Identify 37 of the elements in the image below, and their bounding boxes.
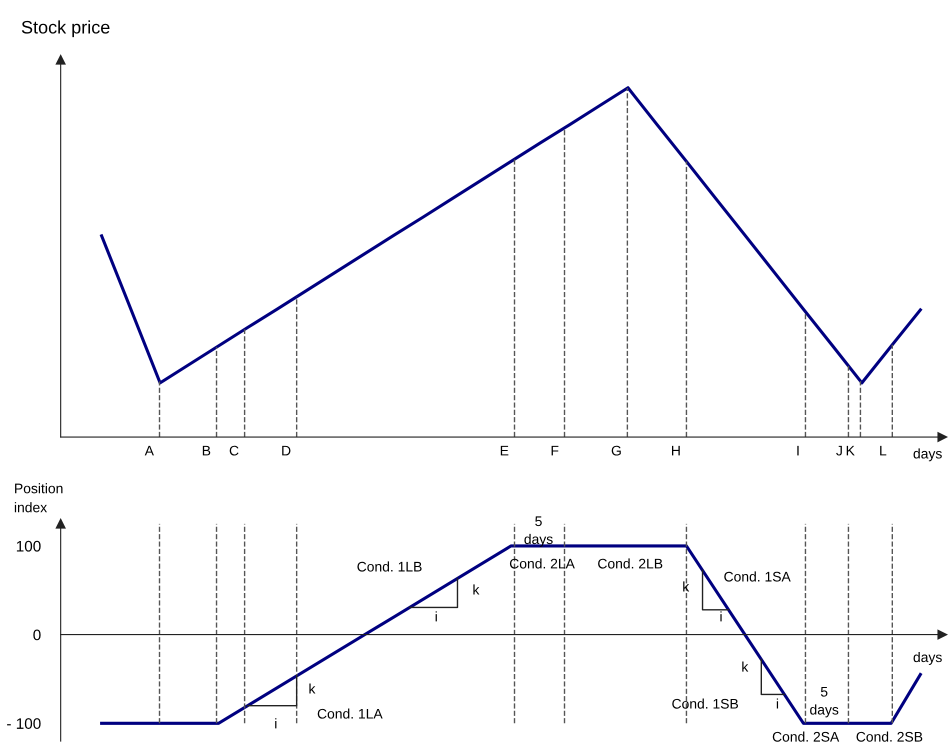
annotation: Cond. 2SB [856,732,922,742]
annotation: Cond. 1SB [672,698,738,709]
annotation: k [683,581,690,592]
annotation: Cond. 1LB [357,561,422,572]
annotation: k [742,662,748,672]
annotation: Cond. 1SA [724,571,791,582]
text: I [797,446,799,456]
text: E [500,446,508,456]
annotation: Cond. 2SA [772,732,840,742]
y-tick-label: 0 [33,629,41,640]
x-axis-title: days [914,652,942,665]
text: B [202,446,210,456]
y-axis-title: Stock price [22,20,110,38]
text: L [880,446,886,456]
annotation: k [309,683,316,694]
text: G [612,446,621,456]
y-axis-title: Position index [14,483,62,512]
annotation: i [720,611,722,622]
text: F [552,446,558,456]
annotation: k [473,584,480,594]
annotation: i [436,611,437,622]
annotation: Cond. 1LA [318,708,383,719]
text: A [144,446,154,456]
annotation: 5 days [810,686,838,718]
annotation: i [275,718,276,728]
annotation: 5 days [524,516,553,547]
text: D [282,446,290,456]
text: J [836,446,842,456]
annotation: i [776,698,778,709]
annotation: Cond. 2LB [598,558,662,569]
text: K [846,446,855,456]
text: C [230,446,239,456]
x-axis-title: days [914,448,942,462]
annotation: Cond. 2LA [510,558,575,569]
text: H [672,446,680,456]
y-tick-label: - 100 [7,718,41,729]
y-tick-label: 100 [16,540,41,552]
